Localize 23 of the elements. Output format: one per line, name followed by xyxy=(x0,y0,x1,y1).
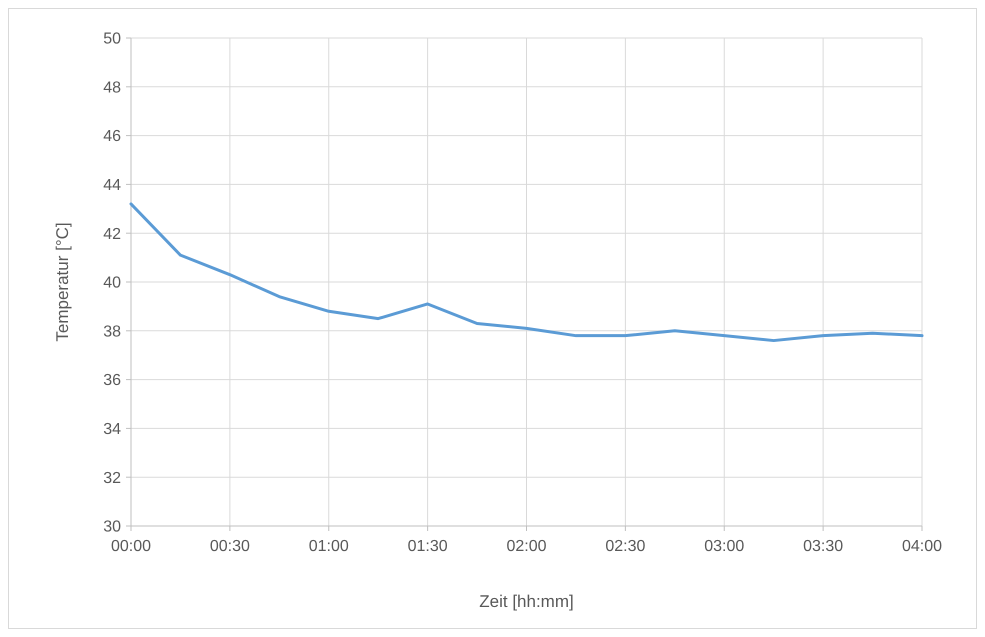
y-tick-label: 38 xyxy=(103,323,122,340)
x-axis-title: Zeit [hh:mm] xyxy=(479,592,574,611)
y-tick-label: 32 xyxy=(103,470,122,487)
y-tick-label: 50 xyxy=(103,30,122,48)
y-tick-label: 48 xyxy=(103,79,122,96)
y-axis-title: Temperatur [°C] xyxy=(53,222,72,342)
x-tick-label: 01:00 xyxy=(308,538,349,555)
y-tick-label: 36 xyxy=(103,372,122,390)
line-series xyxy=(130,202,924,342)
x-tick-label: 02:30 xyxy=(605,538,646,555)
y-tick-label: 42 xyxy=(103,226,122,243)
y-tick-label: 46 xyxy=(103,128,122,146)
x-tick-label: 03:30 xyxy=(803,538,844,555)
x-tick-label: 02:00 xyxy=(506,538,547,555)
y-tick-label: 30 xyxy=(103,518,122,536)
x-tick-label: 03:00 xyxy=(704,538,744,555)
x-tick-label: 00:30 xyxy=(210,538,250,555)
x-tick-label: 00:00 xyxy=(110,538,152,555)
y-tick-label: 44 xyxy=(103,177,122,194)
y-tick-label: 34 xyxy=(103,421,122,438)
x-tick-label: 04:00 xyxy=(902,538,942,555)
y-tick-label: 40 xyxy=(103,274,122,292)
x-tick-label: 01:30 xyxy=(408,538,448,555)
